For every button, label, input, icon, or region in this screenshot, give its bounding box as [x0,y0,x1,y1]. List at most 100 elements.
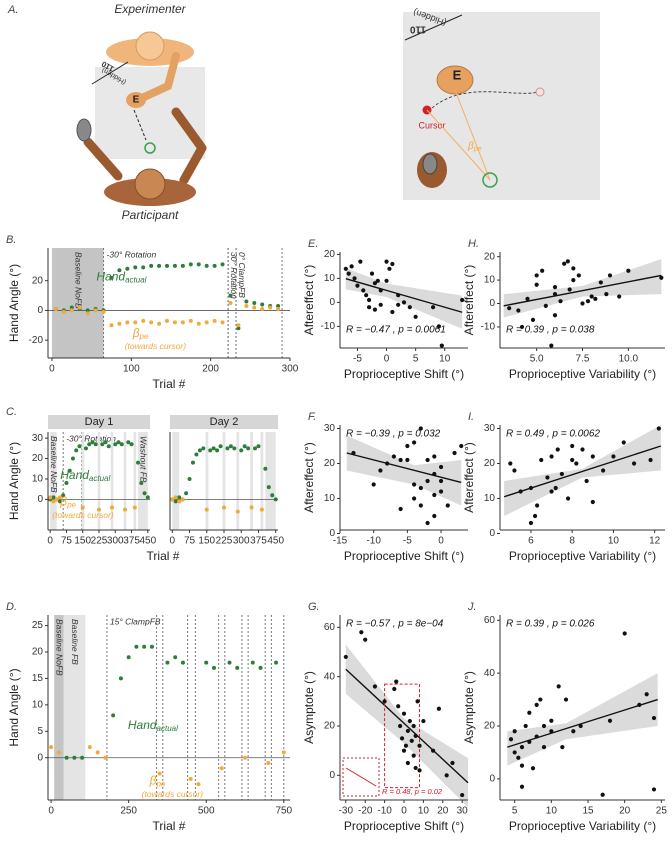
confidence-band [414,460,462,506]
x-tick-label: 250 [120,806,137,817]
phase-band [54,615,64,800]
phase-band [133,432,137,530]
data-point [149,644,154,649]
fit-line [503,274,662,307]
series-name-sub: pe [66,501,76,510]
data-point [173,655,178,660]
data-point [538,697,543,702]
data-point [93,308,98,313]
series-name-sub: actual [125,276,147,285]
data-point [190,460,195,465]
x-tick-label: 75 [61,536,73,547]
x-tick-label: -10 [377,806,392,817]
phase-label: Washout FB [139,436,149,483]
data-point [637,702,642,707]
data-point [343,266,348,271]
data-point [349,264,354,269]
panel-label: A. [7,4,18,16]
mouse [422,153,438,175]
data-point [228,444,233,449]
panel-label: B. [6,234,16,246]
data-point [617,294,622,299]
x-tick-label: 6 [528,536,534,547]
data-point [48,495,53,500]
x-axis-title: Trial # [153,819,186,833]
x-tick-label: -20 [358,806,373,817]
data-point [562,261,567,266]
stat-annotation: R = −0.57 , p = 8e−04 [346,619,444,630]
data-point [508,737,514,742]
series-label: βpe [132,326,149,341]
data-point [601,468,606,473]
data-point [132,505,137,510]
data-point [142,491,147,496]
data-point [239,448,244,453]
data-point [401,300,407,305]
data-point [523,723,528,729]
data-point [571,729,576,734]
phase-band [250,432,253,530]
data-point [172,263,177,268]
data-point [109,275,114,280]
angle-line [426,109,491,181]
series-name: β [132,326,140,340]
data-point [72,755,77,760]
y-tick-label: 0 [37,305,43,316]
data-point [574,461,579,466]
stat-annotation: R = 0.39 , p = 0.026 [506,619,595,630]
data-point [399,736,405,741]
y-tick-label: -10 [481,322,496,333]
data-point [188,262,193,267]
data-point [204,320,209,325]
data-point [417,743,422,748]
x-tick-label: 10 [418,806,430,817]
x-axis-title: Proprioceptive Variability (°) [509,549,656,563]
confidence-band [566,673,658,740]
experimenter-hand [436,65,474,95]
data-point [249,505,254,510]
phase-band [260,432,264,530]
x-tick-label: 100 [123,364,140,375]
data-point [170,497,175,502]
y-tick-label: 15 [32,673,44,684]
data-point [541,745,547,750]
data-point [116,440,121,445]
y-tick-label: -10 [321,321,336,332]
data-point [622,631,627,636]
data-point [119,442,124,447]
data-point [69,308,74,313]
data-point [425,520,430,526]
data-point [396,293,401,298]
data-point [256,444,261,449]
y-tick-label: 10 [324,273,336,284]
data-point [363,637,368,642]
data-point [165,263,170,268]
x-tick-label: 300 [233,536,250,547]
x-tick-label: 10 [439,354,451,365]
data-point [516,308,521,313]
data-point [57,495,62,500]
fit-line [345,668,469,784]
x-tick-label: -15 [333,536,348,547]
data-point [165,660,170,665]
y-tick-label: 60 [484,615,496,626]
data-point [512,729,517,734]
y-tick-label: 10 [32,474,44,485]
data-point [53,306,58,311]
x-tick-label: 0 [170,536,176,547]
data-point [387,266,392,271]
data-point [560,745,565,750]
x-tick-label: 750 [275,806,292,817]
beta-label: βpe [467,141,482,153]
data-point [266,761,271,765]
data-point [133,320,138,325]
data-point [432,471,437,477]
data-point [358,259,363,264]
panel-label: D. [6,601,17,613]
data-point [576,273,581,278]
data-point [117,268,122,273]
data-point [405,760,410,766]
data-point [412,482,417,487]
x-tick-label: 20 [619,806,631,817]
data-point [508,461,513,466]
